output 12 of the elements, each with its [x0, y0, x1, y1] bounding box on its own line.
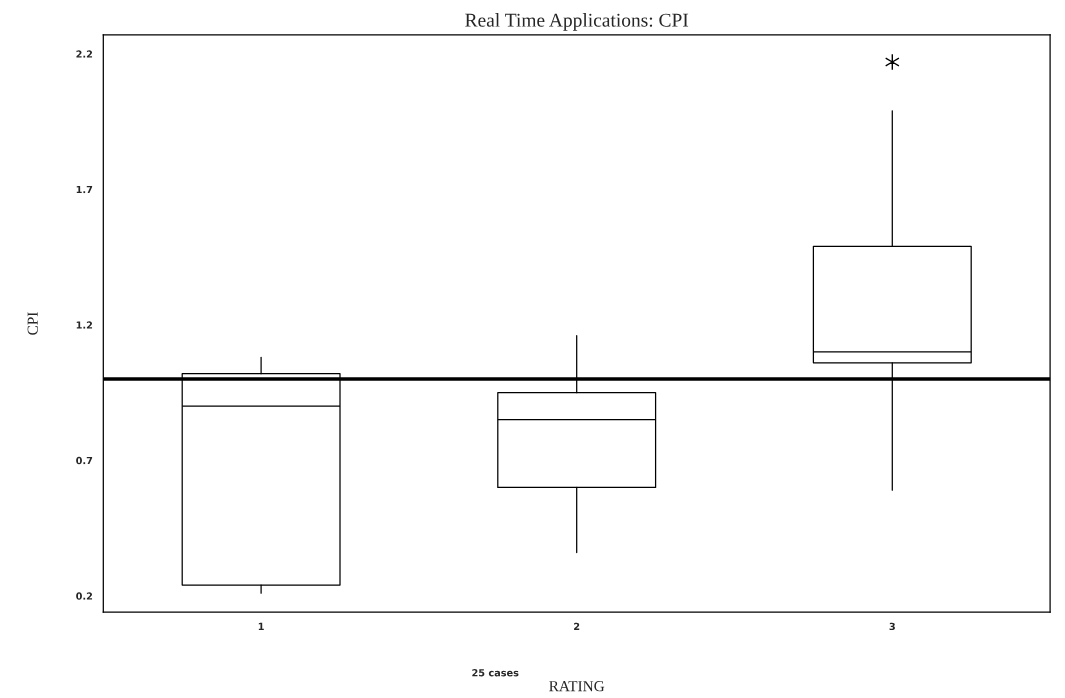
y-tick-label: 0.7	[76, 456, 93, 465]
y-tick-label: 0.2	[76, 592, 93, 600]
y-tick-label: 1.7	[76, 185, 93, 194]
y-tick-label: 2.2	[76, 50, 93, 58]
text: 25 cases	[472, 669, 519, 677]
x-axis-title: RATING	[549, 681, 605, 692]
x-tick-label: 3	[889, 622, 895, 631]
chart-title: Real Time Applications: CPI	[465, 13, 689, 31]
y-axis-title: CPI	[27, 312, 38, 335]
y-tick-label: 1.2	[76, 321, 93, 329]
x-tick-label: 1	[258, 622, 264, 630]
x-tick-label: 2	[574, 622, 580, 630]
